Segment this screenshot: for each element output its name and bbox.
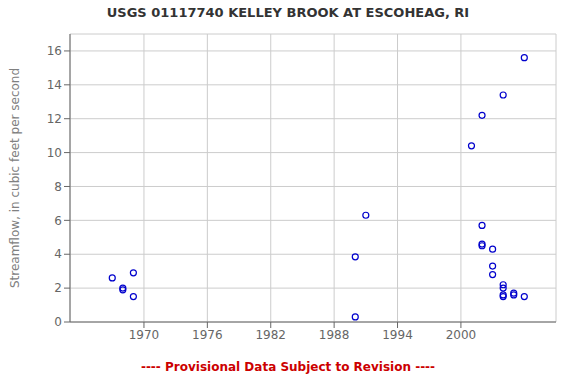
svg-text:1982: 1982 xyxy=(255,328,286,342)
svg-text:16: 16 xyxy=(47,44,62,58)
svg-text:1988: 1988 xyxy=(319,328,350,342)
svg-text:14: 14 xyxy=(47,78,62,92)
svg-text:2: 2 xyxy=(54,281,62,295)
html-text:USGS 01117740 KELLEY BROOK AT: USGS 01117740 KELLEY BROOK AT ESCOHEAG, … xyxy=(106,5,470,20)
svg-text:2000: 2000 xyxy=(446,328,477,342)
svg-text:12: 12 xyxy=(47,112,62,126)
svg-text:10: 10 xyxy=(47,146,62,160)
html-text:---- Provisional Data Subject: ---- Provisional Data Subject to Revisio… xyxy=(140,360,436,374)
svg-text:1970: 1970 xyxy=(129,328,160,342)
svg-text:8: 8 xyxy=(54,180,62,194)
svg-text:6: 6 xyxy=(54,214,62,228)
svg-text:4: 4 xyxy=(54,247,62,261)
svg-text:0: 0 xyxy=(54,315,62,329)
svg-text:1976: 1976 xyxy=(192,328,223,342)
svg-text:1994: 1994 xyxy=(382,328,413,342)
svg-text:Streamflow, in cubic feet per: Streamflow, in cubic feet per second xyxy=(8,68,22,288)
